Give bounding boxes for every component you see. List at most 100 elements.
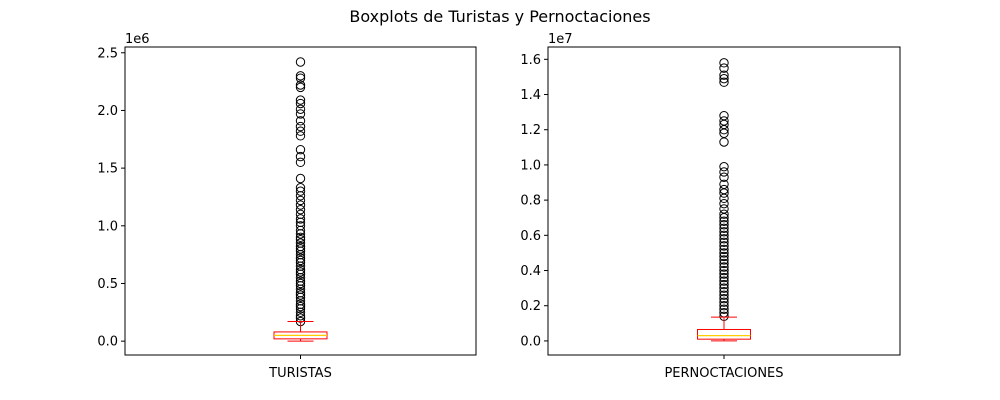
outlier-point [719, 172, 729, 182]
y-tick-label: 0.0 [97, 335, 118, 350]
y-tick-label: 2.0 [97, 104, 118, 119]
outlier-point [295, 253, 306, 263]
outlier-point [295, 151, 306, 162]
outlier-point [719, 216, 729, 226]
outlier-point [719, 116, 729, 126]
outlier-point [719, 297, 729, 307]
outlier-point [719, 179, 729, 189]
outlier-point [295, 241, 306, 252]
y-tick-label: 1.0 [520, 158, 541, 173]
outlier-point [295, 116, 306, 126]
outlier-point [719, 265, 729, 276]
outlier-point [719, 283, 729, 293]
outlier-point [295, 267, 306, 277]
outlier-point [719, 237, 729, 248]
outlier-point [719, 227, 729, 237]
outlier-point [295, 82, 306, 93]
outlier-point [719, 241, 729, 251]
outlier-point [295, 126, 306, 136]
outlier-point [719, 73, 729, 84]
outlier-point [295, 80, 306, 90]
y-tick-label: 0.2 [520, 299, 541, 314]
outlier-point [295, 157, 306, 168]
outlier-point [719, 244, 729, 255]
y-multiplier-label: 1e6 [125, 32, 150, 47]
outlier-point [295, 255, 306, 266]
outlier-point [295, 121, 306, 132]
outlier-point [719, 301, 729, 311]
outlier-point [719, 70, 729, 80]
outlier-point [719, 223, 729, 233]
outlier-point [719, 198, 729, 209]
y-tick-label: 1.0 [97, 219, 118, 234]
outlier-point [719, 286, 729, 297]
outlier-point [719, 110, 729, 121]
outlier-point [719, 276, 729, 286]
outlier-point [295, 183, 306, 193]
outlier-point [295, 232, 306, 243]
outlier-point [295, 109, 306, 119]
pernoctaciones-panel: 0.0 0.2 0.4 0.6 0.8 1.0 1.2 1.4 1.6 1e7 PERNOCTACI… [520, 32, 901, 381]
outlier-point [719, 290, 729, 300]
outlier-point [719, 77, 729, 87]
outlier-point [719, 167, 729, 177]
outlier-point [719, 248, 729, 258]
outlier-point [295, 104, 306, 114]
outlier-point [719, 272, 729, 283]
outlier-point [719, 269, 729, 279]
outlier-point [295, 71, 306, 81]
outlier-point [719, 204, 729, 214]
y-tick-label: 1.4 [520, 88, 541, 103]
outlier-point [295, 73, 306, 83]
outlier-point [719, 262, 729, 272]
outlier-point [295, 290, 306, 300]
outlier-point [295, 244, 306, 254]
outlier-point [719, 161, 729, 172]
outlier-point [295, 195, 306, 206]
figure-title: Boxplots de Turistas y Pernoctaciones [349, 7, 650, 26]
y-tick-label: 2.5 [97, 46, 118, 61]
y-tick-label: 1.6 [520, 53, 541, 68]
outlier-point [719, 251, 729, 262]
y-tick-label: 1.2 [520, 123, 541, 138]
outlier-point [295, 238, 306, 248]
outlier-point [295, 144, 306, 155]
outlier-point [295, 186, 306, 196]
outlier-point [295, 204, 306, 215]
outlier-point [295, 98, 306, 109]
outlier-point [719, 209, 729, 219]
outlier-point [295, 301, 306, 312]
outlier-point [295, 234, 306, 245]
outlier-point [295, 209, 306, 219]
outlier-point [719, 184, 729, 195]
outlier-point [295, 200, 306, 210]
y-tick-label: 0.8 [520, 194, 541, 209]
outlier-point [295, 214, 306, 224]
outlier-point [295, 288, 306, 298]
outlier-point [295, 311, 306, 321]
y-tick-label: 0.4 [520, 264, 541, 279]
outlier-point [295, 57, 306, 67]
outlier-point [295, 276, 306, 286]
outlier-point [719, 258, 729, 269]
outlier-point [719, 230, 729, 241]
outlier-point [295, 264, 306, 275]
outlier-point [295, 173, 306, 184]
y-tick-label: 0.5 [97, 277, 118, 292]
outlier-point [719, 58, 729, 68]
outlier-point [295, 131, 306, 141]
outlier-point [719, 220, 729, 230]
y-tick-label: 1.5 [97, 162, 118, 177]
outlier-point [295, 221, 306, 231]
outlier-point [295, 278, 306, 289]
x-category-label: TURISTAS [268, 366, 332, 381]
outlier-point [719, 234, 729, 244]
outlier-point [719, 279, 729, 290]
outlier-point [719, 304, 729, 314]
x-category-label: PERNOCTACIONES [664, 366, 783, 381]
y-tick-label: 0.6 [520, 229, 541, 244]
iqr-box [697, 328, 751, 340]
outlier-point [719, 293, 729, 304]
outlier-point [295, 95, 306, 105]
